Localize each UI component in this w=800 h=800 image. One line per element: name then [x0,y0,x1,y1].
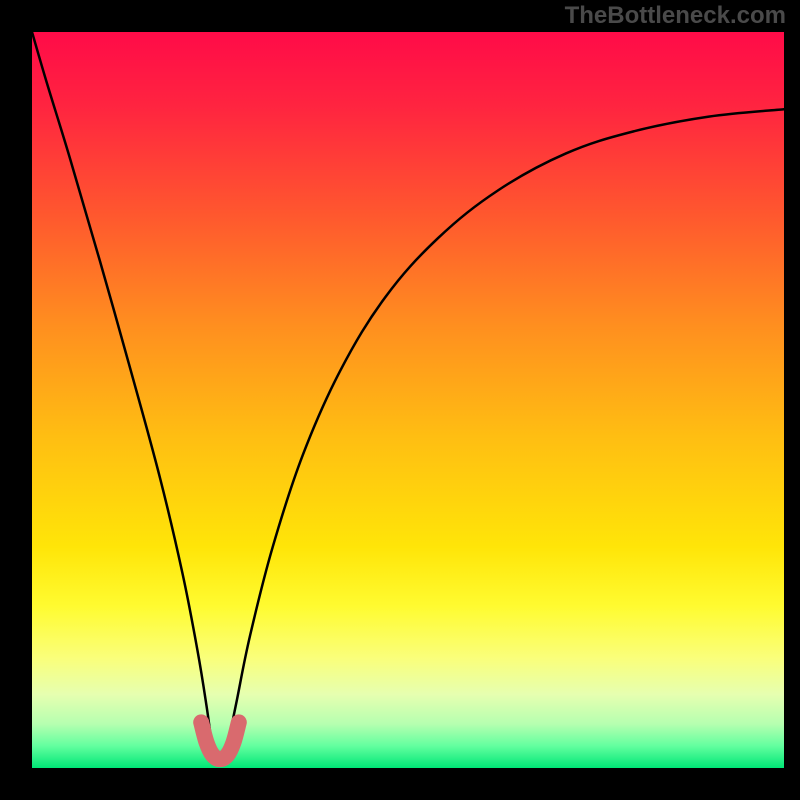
plot-area [32,32,784,768]
watermark-text: TheBottleneck.com [565,2,786,30]
optimum-highlight [201,722,239,759]
bottleneck-curve [32,32,784,739]
curve-layer [32,32,784,768]
